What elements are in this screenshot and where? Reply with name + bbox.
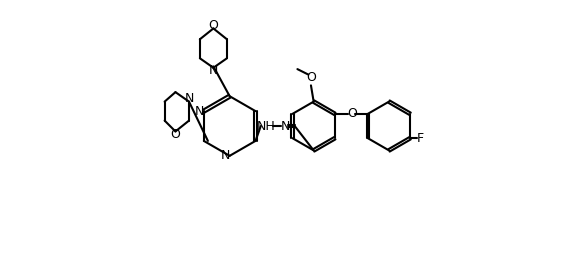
Text: F: F xyxy=(416,132,424,145)
Text: N: N xyxy=(280,120,290,133)
Text: O: O xyxy=(208,19,218,32)
Text: O: O xyxy=(347,107,357,120)
Text: NH: NH xyxy=(257,120,276,133)
Text: N: N xyxy=(195,105,205,118)
Text: O: O xyxy=(306,71,316,84)
Text: N: N xyxy=(221,149,231,162)
Text: O: O xyxy=(171,128,180,141)
Text: N: N xyxy=(208,64,218,77)
Text: N: N xyxy=(184,92,194,105)
